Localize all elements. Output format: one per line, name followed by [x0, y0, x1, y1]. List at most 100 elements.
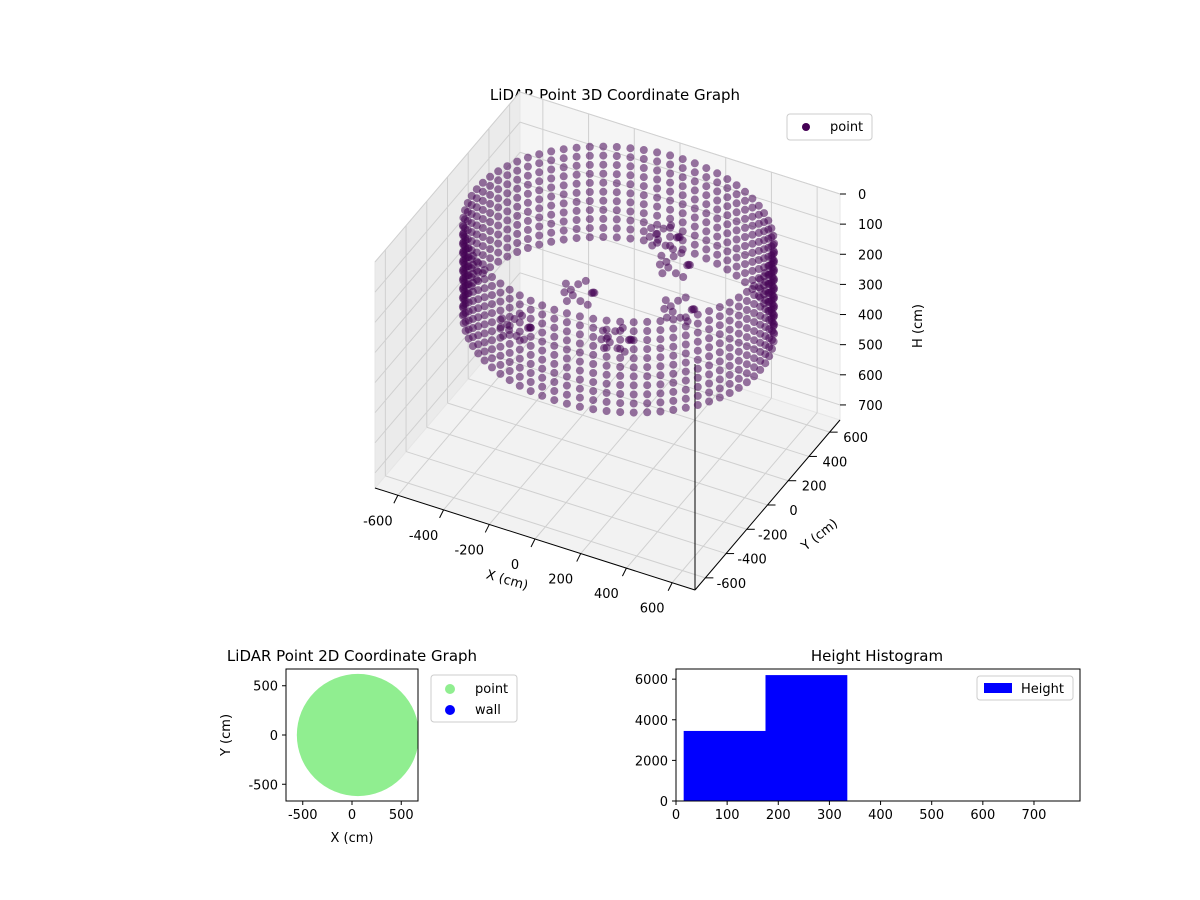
point-3d [535, 195, 544, 204]
chart-2d-legend: point wall [430, 674, 518, 723]
point-3d [513, 193, 522, 202]
point-3d [612, 161, 621, 170]
point-3d [572, 170, 581, 179]
point-3d [488, 291, 496, 300]
point-3d [547, 183, 556, 192]
point-3d [513, 220, 522, 229]
point-3d [585, 206, 594, 215]
x-tick-label: -400 [409, 529, 439, 544]
point-3d [494, 185, 503, 194]
point-3d [681, 322, 690, 331]
point-3d [639, 218, 648, 227]
point-3d [725, 352, 734, 361]
z-tick-label: 500 [858, 339, 883, 354]
point-3d [693, 364, 702, 373]
point-3d [572, 143, 581, 152]
point-3d [523, 198, 532, 207]
point-3d [467, 191, 476, 200]
point-3d [602, 334, 611, 343]
point-3d [742, 351, 751, 360]
point-3d [494, 167, 503, 176]
point-3d [723, 238, 732, 247]
point-3d [713, 169, 722, 178]
point-3d [494, 221, 503, 230]
point-3d [715, 357, 724, 366]
point-3d [702, 254, 711, 263]
point-3d [496, 342, 505, 351]
point-3d [515, 363, 524, 372]
y-tick-label-hist: 0 [660, 795, 668, 810]
point-3d [750, 300, 759, 308]
point-3d [760, 209, 769, 218]
point-3d [616, 408, 625, 417]
point-3d [538, 301, 547, 310]
point-3d [526, 323, 535, 332]
point-3d [602, 361, 611, 370]
point-3d [526, 305, 535, 314]
point-3d [629, 363, 638, 372]
point-3d [599, 169, 608, 178]
point-3d [643, 399, 652, 408]
point-3d [626, 153, 635, 162]
point-3d [741, 260, 749, 269]
grid-left-z [374, 182, 521, 353]
point-3d [690, 240, 699, 249]
point-3d [742, 369, 751, 378]
point-3d [666, 169, 675, 178]
point-3d [575, 402, 584, 411]
point-3d [732, 244, 741, 253]
point-3d [547, 228, 556, 237]
grid-left-z [374, 121, 521, 293]
point-3d [572, 179, 581, 188]
point-3d [639, 227, 648, 236]
point-3d [669, 369, 678, 378]
point-3d [681, 293, 690, 302]
point-3d [486, 227, 495, 236]
point-3d [748, 266, 757, 275]
y-tick-label: 200 [802, 480, 827, 495]
point-3d [488, 309, 496, 318]
point-3d [535, 159, 544, 168]
point-3d [705, 325, 714, 334]
y-tick-label-hist: 2000 [635, 754, 668, 769]
point-3d [705, 388, 714, 397]
point-3d [629, 408, 638, 417]
point-3d [705, 307, 714, 316]
point-3d [713, 205, 722, 214]
point-3d [629, 390, 638, 399]
point-3d [486, 209, 495, 217]
point-3d [742, 378, 751, 387]
point-3d [513, 211, 522, 220]
point-3d [723, 247, 732, 256]
point-3d [589, 396, 598, 405]
point-3d [643, 345, 652, 354]
point-3d [767, 224, 776, 233]
point-3d [459, 213, 468, 222]
point-3d [626, 207, 635, 216]
chart-2d-plot-area [296, 673, 418, 797]
point-3d [653, 211, 662, 220]
point-3d [769, 231, 778, 240]
point-cloud-2d [296, 673, 418, 797]
point-3d [562, 327, 571, 336]
point-3d [515, 291, 524, 300]
point-3d [496, 306, 505, 315]
point-3d [723, 175, 732, 184]
point-3d [550, 350, 559, 359]
point-3d [713, 223, 722, 232]
point-3d [741, 251, 749, 259]
point-3d [503, 180, 512, 189]
point-3d [478, 242, 487, 251]
point-3d [589, 332, 598, 341]
point-3d [480, 311, 489, 320]
point-3d [488, 282, 496, 290]
point-3d [732, 208, 741, 217]
point-3d [523, 235, 532, 243]
x-tick [484, 524, 490, 533]
point-3d [535, 177, 544, 186]
point-3d [748, 194, 757, 203]
point-3d [756, 338, 765, 347]
point-3d [496, 333, 505, 342]
point-3d [474, 268, 483, 276]
point-3d [643, 408, 652, 417]
